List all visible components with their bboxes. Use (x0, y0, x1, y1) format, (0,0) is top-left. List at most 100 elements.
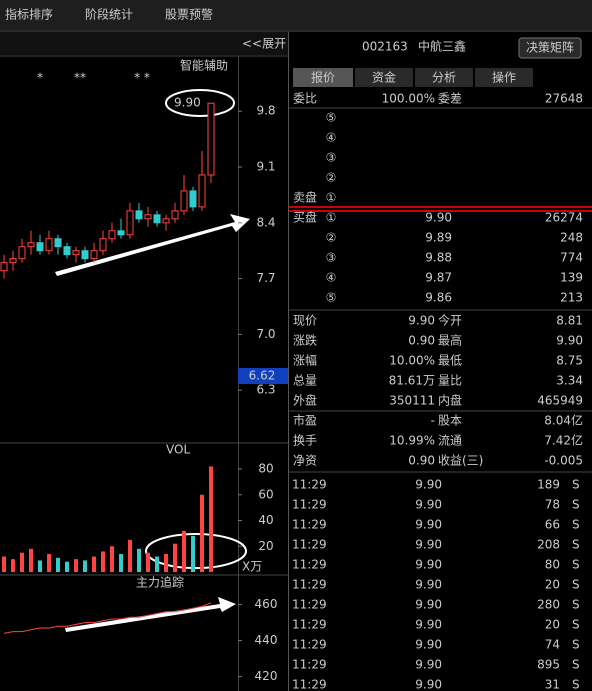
tick-price: 9.90 (415, 478, 442, 492)
tick-time: 11:29 (292, 538, 327, 552)
y-tick-label: 460 (255, 597, 278, 611)
stat-value: 81.61万 (389, 374, 435, 388)
tick-price: 9.90 (415, 678, 442, 691)
button-label: 决策矩阵 (526, 41, 574, 55)
level-label: ③ (326, 151, 337, 165)
candle-body (162, 218, 170, 224)
stock-code: 002163 (362, 40, 408, 54)
candle-body (36, 242, 44, 252)
volume-bar (191, 535, 195, 572)
candle-body (63, 246, 71, 256)
candle-body (207, 102, 215, 176)
stat-label: 总量 (293, 374, 317, 388)
tick-flag: S (572, 558, 580, 572)
stat-label: 外盘 (293, 393, 317, 408)
level-label: ⑤ (326, 291, 337, 305)
y-tick-label: 7.0 (256, 327, 275, 341)
highlight-circle (165, 89, 235, 117)
stat-value: 7.42亿 (544, 433, 583, 448)
tick-volume: 78 (545, 498, 560, 512)
tick-volume: 80 (545, 558, 560, 572)
tick-price: 9.90 (415, 518, 442, 532)
candle-body (144, 214, 152, 220)
stat-label: 流通 (438, 434, 462, 448)
tick-price: 9.90 (415, 578, 442, 592)
volume-bar (83, 560, 87, 572)
signal-marker: ** (74, 71, 86, 85)
y-tick-label: 9.1 (256, 160, 275, 174)
volume-bar (11, 559, 15, 572)
tab[interactable] (475, 68, 533, 87)
panel-title: VOL (166, 443, 190, 457)
tab[interactable] (355, 68, 413, 87)
tick-price: 9.90 (415, 618, 442, 632)
y-tick-label: 440 (255, 633, 278, 647)
tab-label: 资金 (372, 70, 396, 85)
level-label: ③ (326, 251, 337, 265)
stat-label: 今开 (438, 313, 462, 328)
stat-label: 股本 (438, 414, 462, 428)
toolbar (0, 0, 592, 30)
flow-line (3, 602, 212, 634)
level-label: ④ (326, 131, 337, 145)
level-label: ② (326, 231, 337, 245)
buy-price: 9.87 (425, 271, 452, 285)
y-tick-label: 420 (255, 669, 278, 683)
trend-arrow (65, 597, 236, 632)
tick-price: 9.90 (415, 658, 442, 672)
tick-price: 9.90 (415, 498, 442, 512)
volume-bar (65, 561, 69, 572)
buy-volume: 26274 (545, 211, 583, 225)
stat-label: 量比 (438, 374, 462, 388)
tab[interactable] (415, 68, 473, 87)
stat-value: 9.90 (556, 334, 583, 348)
button[interactable] (518, 37, 582, 59)
tick-time: 11:29 (292, 578, 327, 592)
stat-label: 涨幅 (293, 353, 317, 368)
toolbar-tab: 阶段统计 (85, 7, 133, 22)
buy-price: 9.88 (425, 251, 452, 265)
buy-volume: 774 (560, 251, 583, 265)
volume-bar (146, 552, 150, 572)
tab-label: 报价 (311, 70, 335, 85)
volume-bar (20, 552, 24, 572)
row-label: 委差 (438, 92, 462, 106)
stat-label: 市盈 (293, 413, 317, 428)
tick-time: 11:29 (292, 518, 327, 532)
stat-value: -0.005 (544, 454, 583, 468)
y-tick-label: 40 (258, 513, 273, 527)
stat-value: 465949 (537, 394, 583, 408)
volume-bar (92, 556, 96, 572)
tick-flag: S (572, 678, 580, 691)
tick-flag: S (572, 638, 580, 652)
stat-label: 最高 (438, 333, 462, 348)
stat-value: 3.34 (556, 374, 583, 388)
tick-price: 9.90 (415, 598, 442, 612)
peak-label: 9.90 (174, 96, 201, 110)
candle-body (54, 238, 62, 248)
candle-body (9, 258, 17, 264)
tick-time: 11:29 (292, 638, 327, 652)
candle-body (18, 246, 26, 260)
tick-flag: S (572, 498, 580, 512)
volume-bar (155, 556, 159, 572)
y-tick-label: 7.7 (256, 271, 275, 285)
tick-volume: 66 (545, 518, 560, 532)
volume-bar (209, 466, 213, 572)
candle-body (153, 214, 161, 224)
candle-body (135, 210, 143, 220)
stat-value: 8.75 (556, 354, 583, 368)
tick-volume: 20 (545, 618, 560, 632)
candle-body (108, 230, 116, 240)
volume-bar (110, 546, 114, 572)
tick-price: 9.90 (415, 558, 442, 572)
candle-body (0, 262, 8, 272)
tick-time: 11:29 (292, 558, 327, 572)
stat-value: 0.90 (408, 454, 435, 468)
tab-active[interactable] (293, 68, 353, 87)
buy-price: 9.90 (425, 211, 452, 225)
highlight-circle (145, 533, 247, 569)
volume-bar (74, 559, 78, 572)
stat-label: 净资 (293, 454, 317, 468)
